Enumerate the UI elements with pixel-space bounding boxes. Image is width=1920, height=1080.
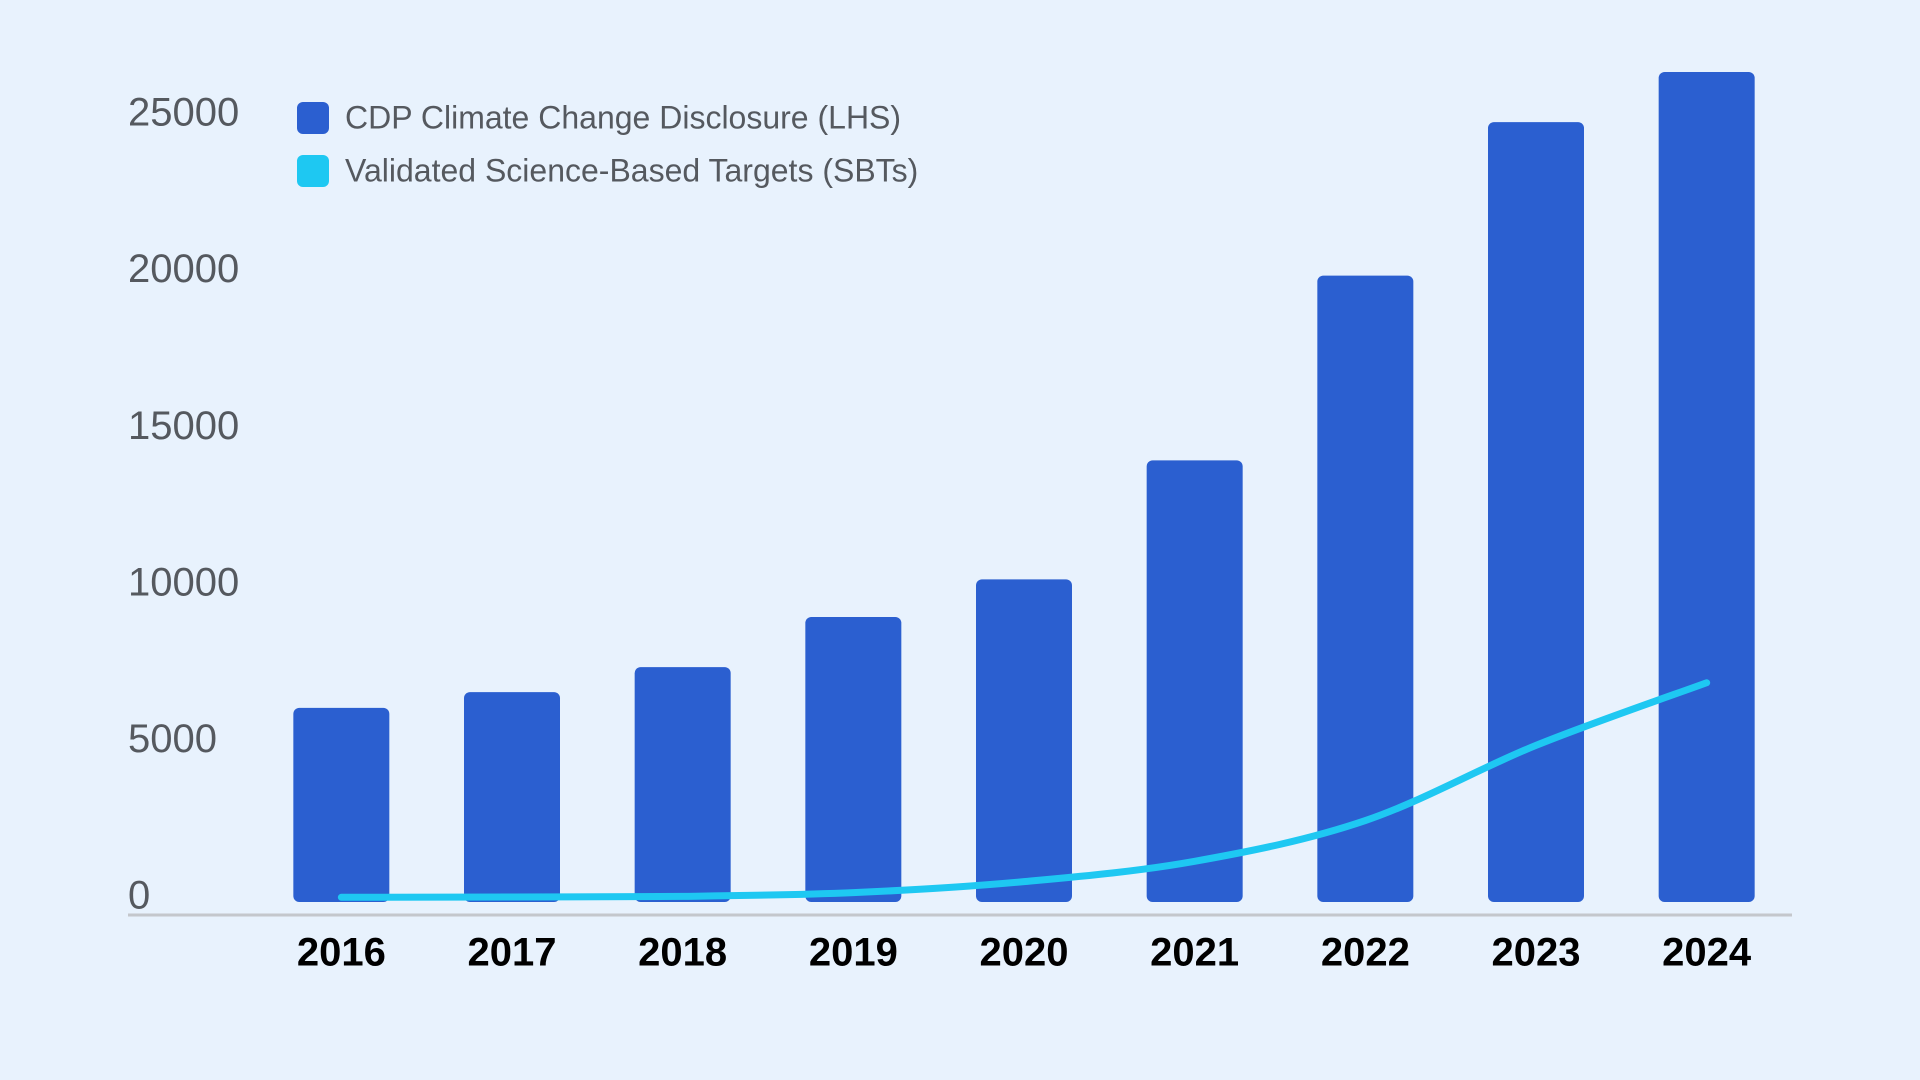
x-tick-label: 2021 xyxy=(1150,931,1239,975)
x-tick-label: 2017 xyxy=(468,931,557,975)
x-tick-label: 2020 xyxy=(980,931,1069,975)
x-tick-label: 2023 xyxy=(1492,931,1581,975)
x-tick-label: 2019 xyxy=(809,931,898,975)
x-axis-ticks: 2016 2017 2018 2019 2020 2021 2022 2023 2024 xyxy=(297,931,1752,975)
x-tick-label: 2018 xyxy=(638,931,727,975)
y-tick-label: 20000 xyxy=(128,247,239,291)
x-tick-label: 2022 xyxy=(1321,931,1410,975)
legend-item: CDP Climate Change Disclosure (LHS) xyxy=(297,99,901,135)
bar-2020 xyxy=(976,579,1072,902)
y-tick-label: 0 xyxy=(128,874,150,918)
y-tick-label: 25000 xyxy=(128,91,239,135)
bar-2016 xyxy=(293,708,389,902)
y-tick-label: 15000 xyxy=(128,404,239,448)
y-tick-label: 10000 xyxy=(128,560,239,604)
legend-swatch xyxy=(297,155,329,187)
legend-label: CDP Climate Change Disclosure (LHS) xyxy=(345,99,901,135)
x-tick-label: 2016 xyxy=(297,931,386,975)
bar-2021 xyxy=(1147,460,1243,902)
legend-swatch xyxy=(297,102,329,134)
y-tick-label: 5000 xyxy=(128,717,217,761)
bar-2024 xyxy=(1659,72,1755,902)
bar-2017 xyxy=(464,692,560,902)
legend-item: Validated Science-Based Targets (SBTs) xyxy=(297,152,918,188)
bar-2018 xyxy=(635,667,731,902)
x-tick-label: 2024 xyxy=(1662,931,1752,975)
bar-2023 xyxy=(1488,122,1584,902)
bar-2019 xyxy=(805,617,901,902)
legend-label: Validated Science-Based Targets (SBTs) xyxy=(345,152,918,188)
